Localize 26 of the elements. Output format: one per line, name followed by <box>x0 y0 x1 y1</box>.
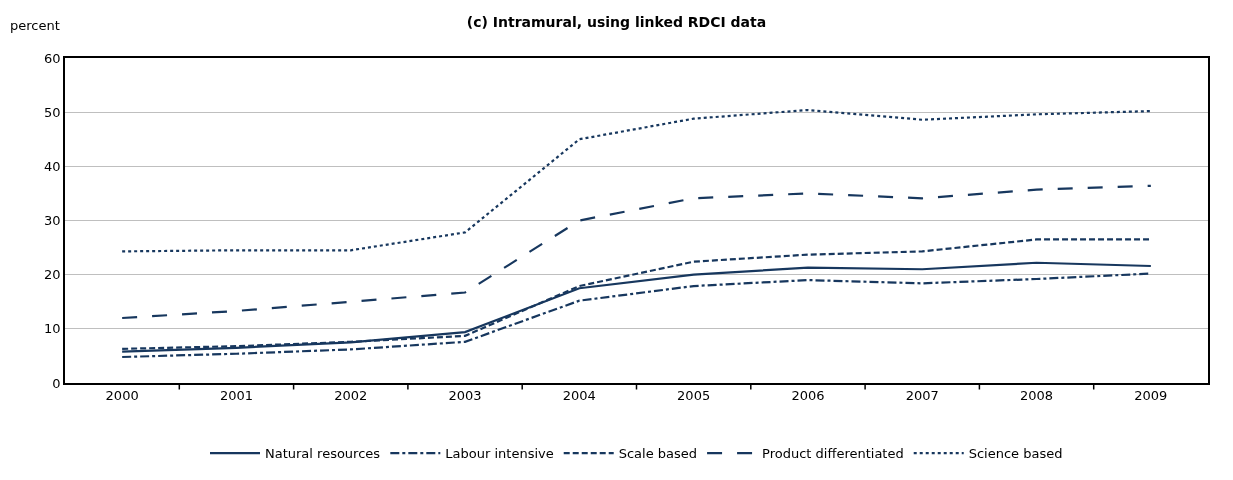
x-tick-label: 2000 <box>105 388 139 404</box>
legend-label: Labour intensive <box>445 446 554 462</box>
x-tick-label: 2007 <box>905 388 939 404</box>
y-tick-label: 20 <box>44 267 61 283</box>
legend-label: Natural resources <box>265 446 381 462</box>
y-tick-label: 40 <box>44 158 61 174</box>
line-series <box>121 184 1152 320</box>
x-tick-label: 2006 <box>791 388 825 404</box>
legend-label: Product differentiated <box>762 446 904 462</box>
legend-label: Science based <box>968 446 1063 462</box>
y-tick-label: 50 <box>44 104 61 120</box>
y-axis-title: percent <box>10 18 60 33</box>
y-tick-label: 0 <box>52 375 61 391</box>
y-tick-label: 60 <box>44 50 61 66</box>
x-tick-label: 2003 <box>448 388 482 404</box>
y-tick-label: 10 <box>44 321 61 337</box>
x-tick-label: 2008 <box>1020 388 1054 404</box>
x-tick-label: 2001 <box>219 388 253 404</box>
x-tick-label: 2009 <box>1134 388 1168 404</box>
x-tick-label: 2005 <box>677 388 711 404</box>
y-tick-label: 30 <box>44 213 61 229</box>
x-tick-label: 2004 <box>562 388 596 404</box>
chart-title: (c) Intramural, using linked RDCI data <box>466 13 767 30</box>
x-tick-label: 2002 <box>334 388 368 404</box>
line-series <box>121 108 1152 253</box>
legend-label: Scale based <box>618 446 698 462</box>
